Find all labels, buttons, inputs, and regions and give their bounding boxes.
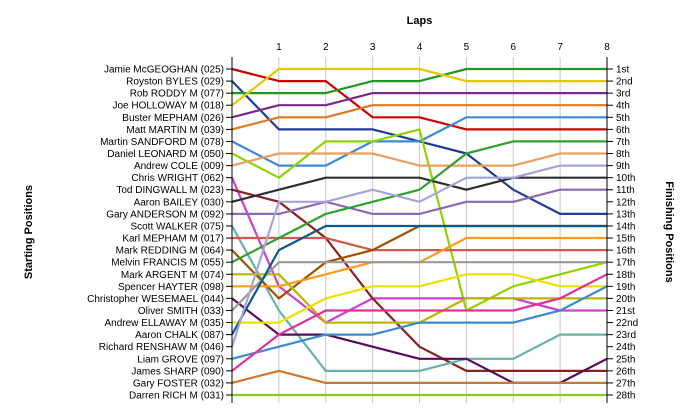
series-line-24 [230, 164, 607, 348]
finish-label: 21st [616, 306, 635, 317]
series-lines [230, 67, 608, 397]
lap-ticks: 1 2 3 4 5 6 7 8 [276, 42, 610, 53]
finish-label: 20th [616, 294, 635, 305]
series-line-25 [231, 285, 608, 360]
start-label: Darren RICH M (031) [129, 391, 224, 402]
start-label: Chris WRIGHT (062) [131, 173, 224, 184]
start-label: Liam GROVE (097) [137, 354, 224, 365]
finish-label: 23rd [616, 330, 636, 341]
lap-tick-label: 6 [510, 42, 516, 53]
finish-label: 3rd [616, 89, 630, 100]
start-label: Aaron CHALK (087) [135, 330, 224, 341]
lap-tick-label: 8 [604, 42, 610, 53]
start-label: James SHARP (090) [131, 366, 224, 377]
finish-label: 13th [616, 209, 635, 220]
finish-label: 27th [616, 378, 635, 389]
start-label: Aaron BAILEY (030) [134, 197, 224, 208]
finish-label: 11th [616, 185, 635, 196]
start-label: Richard RENSHAW M (046) [99, 342, 224, 353]
series-line-3 [232, 67, 607, 95]
start-label: Daniel LEONARD M (050) [107, 149, 224, 160]
series-line-22 [232, 273, 607, 324]
lap-tick-label: 5 [464, 42, 470, 53]
series-line-11 [231, 188, 607, 372]
finish-label: 7th [616, 137, 630, 148]
y-axis-label-right: Finishing Positions [663, 181, 675, 282]
start-label: Tod DINGWALL M (023) [116, 185, 224, 196]
finish-label: 6th [616, 125, 630, 136]
start-label: Karl MEPHAM M (017) [122, 234, 224, 245]
series-line-12 [231, 176, 607, 203]
series-line-8 [231, 128, 608, 312]
finish-label: 24th [616, 342, 635, 353]
series-line-4 [231, 67, 607, 107]
finish-label: 19th [616, 282, 635, 293]
lap-tick-label: 7 [557, 42, 563, 53]
start-label: Andrew ELLAWAY M (035) [105, 318, 225, 329]
chart-title: Laps [407, 15, 433, 27]
gridlines [278, 57, 561, 403]
start-label: Gary FOSTER (032) [133, 378, 224, 389]
start-label: Christopher WESEMAEL (044) [87, 294, 224, 305]
lap-tick-label: 2 [323, 42, 329, 53]
series-line-14 [231, 225, 607, 372]
start-label: Buster MEPHAM (026) [122, 113, 224, 124]
lap-tick-label: 4 [417, 42, 423, 53]
finish-label: 25th [616, 354, 635, 365]
start-label: Gary ANDERSON M (092) [106, 209, 224, 220]
finish-label: 5th [616, 113, 630, 124]
finish-label: 28th [616, 391, 635, 402]
series-line-10 [230, 177, 607, 324]
finish-label: 1st [616, 65, 630, 76]
start-label: Matt MARTIN M (039) [126, 125, 224, 136]
lap-tick-label: 1 [276, 42, 282, 53]
finish-label: 9th [616, 161, 630, 172]
finish-label: 26th [616, 366, 635, 377]
finish-label: 12th [616, 197, 635, 208]
finish-label: 14th [616, 221, 635, 232]
finish-label: 16th [616, 246, 635, 257]
series-line-6 [231, 104, 607, 131]
start-label: Rob RODDY M (077) [130, 89, 224, 100]
start-label: Jamie McGEOGHAN (025) [104, 65, 224, 76]
start-label: Scott WALKER (075) [130, 221, 224, 232]
start-label: Andrew COLE (009) [134, 161, 224, 172]
start-label: Royston BYLES (029) [126, 77, 224, 88]
finish-label: 10th [616, 173, 635, 184]
start-labels: Jamie McGEOGHAN (025)Royston BYLES (029)… [87, 65, 232, 402]
start-label: Joe HOLLOWAY M (018) [112, 101, 224, 112]
start-label: Mark ARGENT M (074) [121, 270, 224, 281]
series-line-9 [231, 152, 607, 167]
series-line-21 [231, 261, 607, 312]
finish-label: 15th [616, 234, 635, 245]
start-label: Melvin FRANCIS M (055) [111, 258, 224, 269]
finish-label: 4th [616, 101, 630, 112]
plot-frame [231, 57, 608, 403]
finish-label: 8th [616, 149, 630, 160]
start-label: Oliver SMITH (033) [138, 306, 224, 317]
start-label: Spencer HAYTER (098) [118, 282, 224, 293]
series-line-17 [231, 140, 607, 264]
finish-label: 22nd [616, 318, 638, 329]
finish-label: 17th [616, 258, 635, 269]
series-line-5 [231, 91, 607, 119]
finish-labels: 1st2nd3rd4th5th6th7th8th9th10th11th12th1… [607, 65, 638, 402]
series-line-26 [231, 273, 608, 372]
series-line-23 [231, 224, 607, 336]
start-label: Mark REDDING M (064) [116, 246, 224, 257]
start-label: Martin SANDFORD M (078) [100, 137, 224, 148]
finish-label: 18th [616, 270, 635, 281]
lap-tick-label: 3 [370, 42, 376, 53]
series-line-13 [232, 188, 607, 215]
finish-label: 2nd [616, 77, 633, 88]
series-line-1 [231, 67, 607, 131]
series-line-15 [232, 236, 607, 252]
series-line-27 [231, 369, 607, 384]
y-axis-label-left: Starting Positions [23, 185, 35, 279]
